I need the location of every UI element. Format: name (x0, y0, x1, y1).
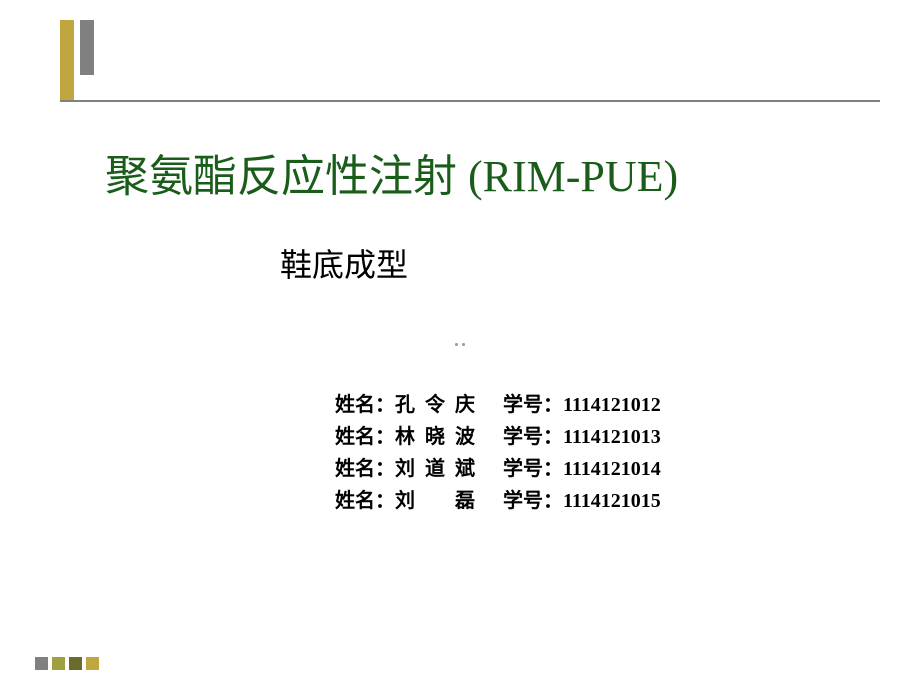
name-label: 姓名： (335, 454, 395, 484)
dot (462, 343, 465, 346)
author-id: 1114121013 (563, 422, 661, 452)
name-label: 姓名： (335, 390, 395, 420)
author-name: 刘道斌 (395, 454, 475, 484)
page-indicator (455, 343, 465, 346)
author-name: 孔令庆 (395, 390, 475, 420)
id-label: 学号： (503, 486, 563, 516)
author-list: 姓名： 孔令庆 学号： 1114121012 姓名： 林晓波 学号： 11141… (335, 390, 661, 518)
name-label: 姓名： (335, 486, 395, 516)
slide-subtitle: 鞋底成型 (280, 240, 408, 286)
author-name: 刘 磊 (395, 486, 475, 516)
dot (455, 343, 458, 346)
horizontal-divider (60, 100, 880, 102)
id-label: 学号： (503, 454, 563, 484)
deco-square (69, 657, 82, 670)
slide-title: 聚氨酯反应性注射 (RIM-PUE) (105, 140, 678, 204)
deco-square (86, 657, 99, 670)
name-label: 姓名： (335, 422, 395, 452)
author-row: 姓名： 刘道斌 学号： 1114121014 (335, 454, 661, 484)
author-name: 林晓波 (395, 422, 475, 452)
author-row: 姓名： 刘 磊 学号： 1114121015 (335, 486, 661, 516)
deco-bar-grey (80, 20, 94, 75)
slide-container: 聚氨酯反应性注射 (RIM-PUE) 鞋底成型 姓名： 孔令庆 学号： 1114… (0, 0, 920, 690)
author-row: 姓名： 林晓波 学号： 1114121013 (335, 422, 661, 452)
author-id: 1114121015 (563, 486, 661, 516)
author-id: 1114121012 (563, 390, 661, 420)
top-decoration (60, 20, 95, 100)
deco-square (52, 657, 65, 670)
bottom-decoration (35, 657, 99, 670)
id-label: 学号： (503, 422, 563, 452)
deco-square (35, 657, 48, 670)
author-id: 1114121014 (563, 454, 661, 484)
author-row: 姓名： 孔令庆 学号： 1114121012 (335, 390, 661, 420)
id-label: 学号： (503, 390, 563, 420)
deco-bar-gold (60, 20, 74, 100)
